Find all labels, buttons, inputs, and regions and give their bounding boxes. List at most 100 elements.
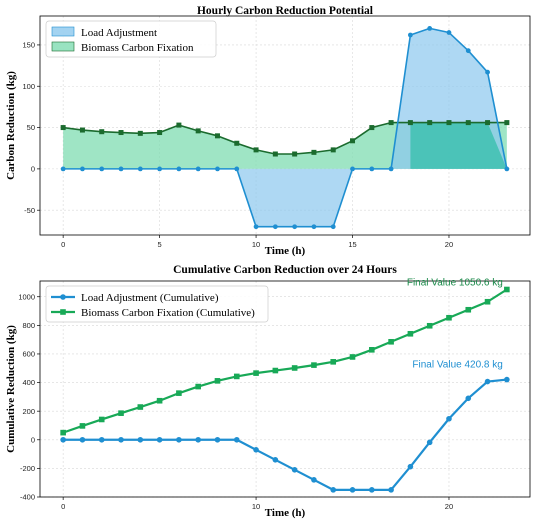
data-point bbox=[98, 416, 105, 423]
data-point bbox=[214, 133, 220, 139]
y-tick-label: 0 bbox=[31, 435, 35, 444]
x-tick-label: 20 bbox=[445, 502, 453, 511]
data-point bbox=[137, 436, 144, 443]
x-axis-label: Time (h) bbox=[265, 245, 306, 257]
data-point bbox=[465, 120, 471, 126]
chart-title: Cumulative Carbon Reduction over 24 Hour… bbox=[173, 264, 397, 276]
data-point bbox=[388, 487, 394, 493]
data-point bbox=[446, 314, 452, 321]
chart-title: Hourly Carbon Reduction Potential bbox=[197, 5, 373, 17]
data-point bbox=[60, 125, 66, 131]
data-point bbox=[215, 166, 220, 172]
data-point bbox=[214, 436, 221, 443]
data-point bbox=[118, 410, 124, 416]
data-point bbox=[330, 487, 337, 493]
data-point bbox=[233, 373, 240, 380]
data-point bbox=[311, 149, 317, 155]
y-tick-label: -50 bbox=[24, 206, 35, 215]
data-point bbox=[407, 463, 414, 470]
y-tick-label: 0 bbox=[31, 164, 35, 173]
data-point bbox=[485, 69, 490, 75]
legend-box bbox=[45, 285, 269, 323]
data-point bbox=[79, 423, 86, 429]
data-point bbox=[253, 446, 259, 453]
data-point bbox=[176, 122, 182, 128]
y-tick-label: -200 bbox=[20, 464, 35, 473]
data-point bbox=[118, 436, 124, 443]
y-tick-label: 150 bbox=[22, 41, 35, 50]
series-line bbox=[63, 378, 507, 491]
data-point bbox=[330, 224, 336, 230]
data-point bbox=[465, 48, 471, 54]
x-tick-label: 5 bbox=[158, 240, 162, 249]
data-point bbox=[407, 120, 413, 126]
x-tick-label: 10 bbox=[252, 240, 260, 249]
data-point bbox=[137, 130, 143, 136]
y-tick-label: 200 bbox=[22, 407, 35, 416]
data-point bbox=[330, 147, 336, 153]
data-point bbox=[99, 129, 105, 135]
data-point bbox=[214, 378, 221, 384]
legend-swatch bbox=[51, 26, 75, 37]
legend: Load Adjustment (Cumulative) Biomass Carb… bbox=[45, 285, 269, 323]
data-point bbox=[311, 477, 317, 483]
data-point bbox=[176, 166, 182, 172]
data-point bbox=[79, 436, 86, 443]
data-point bbox=[272, 457, 279, 463]
series-biomass-fixation bbox=[60, 286, 510, 436]
data-point bbox=[118, 130, 124, 136]
legend-box bbox=[45, 20, 217, 58]
data-point bbox=[311, 362, 317, 368]
plot-frame bbox=[39, 280, 531, 498]
data-point bbox=[156, 397, 163, 404]
data-point bbox=[349, 354, 356, 360]
data-point bbox=[504, 286, 510, 293]
legend-marker bbox=[60, 309, 66, 315]
y-tick-label: 100 bbox=[22, 82, 35, 91]
data-point bbox=[484, 298, 491, 305]
legend-swatch bbox=[51, 41, 75, 52]
data-point bbox=[465, 395, 472, 402]
data-point bbox=[176, 436, 182, 443]
data-point bbox=[504, 120, 510, 126]
data-point bbox=[349, 487, 356, 493]
x-axis-label: Time (h) bbox=[265, 507, 306, 519]
data-point bbox=[253, 147, 259, 153]
y-tick-label: 600 bbox=[22, 350, 35, 359]
area-fill-overlap bbox=[410, 122, 507, 169]
data-point bbox=[292, 224, 298, 230]
data-point bbox=[369, 347, 375, 353]
data-point bbox=[60, 436, 66, 443]
x-tick-label: 20 bbox=[445, 240, 453, 249]
y-tick-label: 50 bbox=[27, 123, 35, 132]
data-point bbox=[504, 376, 510, 383]
data-point bbox=[195, 128, 201, 134]
hourly-chart: Hourly Carbon Reduction Potential 0 5 10 15 2… bbox=[5, 5, 531, 257]
data-point bbox=[484, 378, 491, 385]
data-point bbox=[233, 436, 240, 443]
legend-label: Biomass Carbon Fixation bbox=[81, 42, 194, 54]
data-point bbox=[195, 383, 201, 390]
series-line bbox=[63, 27, 508, 228]
data-point bbox=[234, 140, 240, 146]
data-point bbox=[427, 25, 433, 31]
data-point bbox=[156, 436, 163, 443]
data-point bbox=[60, 166, 66, 172]
data-point bbox=[272, 367, 279, 374]
x-tick-label: 0 bbox=[61, 240, 65, 249]
y-tick-label: -400 bbox=[20, 493, 35, 502]
data-point bbox=[291, 467, 298, 473]
data-point bbox=[253, 224, 259, 230]
data-point bbox=[311, 224, 317, 230]
data-point bbox=[195, 166, 201, 172]
series-line bbox=[63, 121, 507, 155]
series-line bbox=[62, 288, 508, 434]
data-point bbox=[176, 390, 182, 396]
data-point bbox=[272, 224, 278, 230]
annotation-final-value: Final Value 1050.6 kg bbox=[407, 277, 503, 288]
data-point bbox=[80, 166, 85, 172]
data-point bbox=[426, 439, 433, 446]
x-tick-label: 0 bbox=[61, 502, 65, 511]
data-point bbox=[291, 365, 298, 371]
